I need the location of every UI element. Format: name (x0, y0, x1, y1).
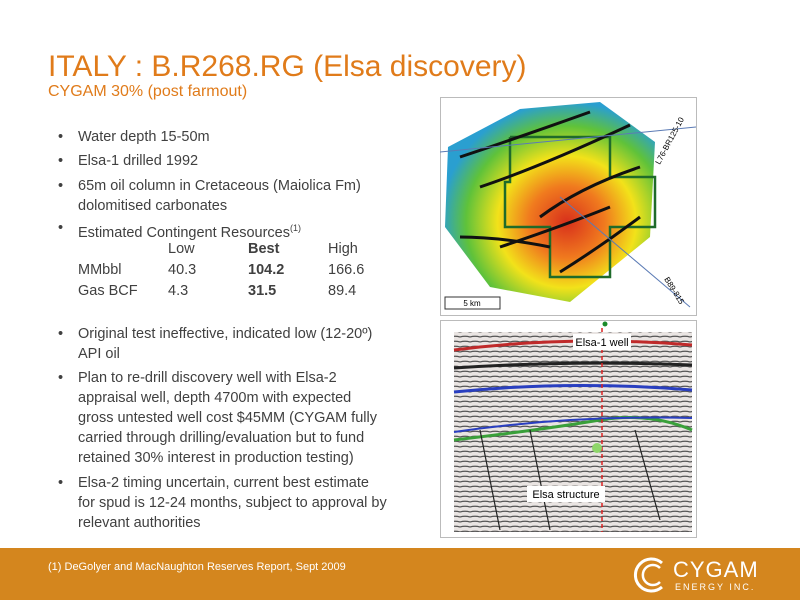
bullet: • 65m oil column in Cretaceous (Maiolica … (58, 176, 388, 216)
column-header: High (328, 241, 358, 257)
bullet-text: Original test ineffective, indicated low… (78, 326, 373, 362)
cell: 104.2 (248, 262, 285, 278)
bullet-text: Water depth 15-50m (78, 129, 210, 145)
bullet: • Elsa-2 timing uncertain, current best e… (58, 475, 387, 531)
logo-mark (633, 557, 663, 593)
bullet-text: 65m oil column in Cretaceous (Maiolica F… (78, 178, 361, 214)
column-header: Low (168, 241, 195, 257)
well-label: Elsa-1 well (575, 337, 628, 349)
bullet-text: Plan to re-drill discovery well with Els… (78, 370, 377, 466)
seismic-figure: Elsa-1 well Elsa structure (440, 320, 697, 538)
footnote: (1) DeGolyer and MacNaughton Reserves Re… (48, 561, 346, 573)
map-figure: L76-BR125-10 B89-815 5 km (440, 97, 697, 316)
row-label: Gas BCF (78, 283, 138, 299)
structure-label: Elsa structure (532, 489, 599, 501)
bullet: • Plan to re-drill discovery well with El… (58, 368, 388, 468)
footnote-ref: (1) (289, 223, 301, 233)
cell: 4.3 (168, 283, 189, 299)
cell: 89.4 (328, 283, 357, 299)
logo-tagline: ENERGY INC. (675, 582, 756, 592)
bullet-text: Elsa-2 timing uncertain, current best es… (78, 475, 387, 531)
logo-name: CYGAM (673, 557, 759, 582)
row-label: MMbbl (78, 262, 122, 278)
bullet: • Original test ineffective, indicated lo… (58, 324, 388, 364)
cell: 31.5 (248, 283, 277, 299)
cell: 40.3 (168, 262, 197, 278)
bullet-text: Elsa-1 drilled 1992 (78, 153, 199, 169)
title: ITALY : B.R268.RG (Elsa discovery) (48, 50, 527, 83)
scale-label: 5 km (463, 299, 481, 308)
subtitle: CYGAM 30% (post farmout) (48, 83, 248, 100)
cell: 166.6 (328, 262, 365, 278)
bullet: • Water depth 15-50m (58, 127, 388, 147)
column-header: Best (248, 241, 280, 257)
bullet: • Elsa-1 drilled 1992 (58, 151, 388, 171)
bullet-text: Estimated Contingent Resources (78, 224, 290, 241)
footer-bar (0, 548, 800, 600)
bullet: • Estimated Contingent Resources(1) (58, 220, 301, 241)
